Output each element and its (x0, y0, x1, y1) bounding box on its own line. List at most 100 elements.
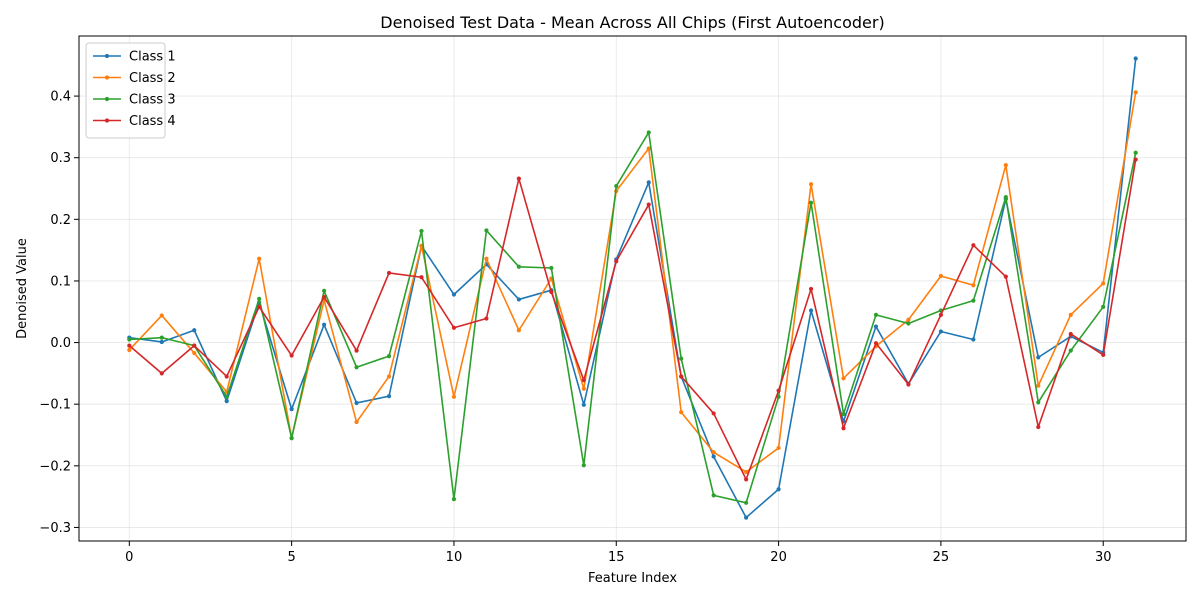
legend-item: Class 3 (93, 93, 176, 108)
data-point (484, 316, 489, 321)
legend-item: Class 4 (93, 114, 176, 129)
data-point (1068, 312, 1073, 317)
data-point (971, 283, 976, 288)
legend-item: Class 2 (93, 71, 176, 86)
data-point (451, 496, 457, 502)
data-point (906, 317, 911, 322)
data-point (841, 411, 846, 417)
data-point (938, 312, 944, 317)
data-point (1133, 90, 1138, 95)
data-point (321, 294, 327, 300)
x-tick-label: 25 (933, 550, 950, 565)
data-point (744, 469, 749, 475)
data-point (1133, 56, 1138, 61)
legend-box (85, 42, 166, 139)
data-point (1101, 352, 1106, 357)
data-point (646, 130, 651, 135)
data-point (711, 411, 716, 416)
data-point (224, 399, 229, 404)
data-point (744, 515, 749, 520)
data-point (386, 374, 392, 379)
data-point (808, 200, 814, 205)
data-point (938, 273, 944, 279)
legend-marker (104, 118, 110, 123)
data-point (1036, 355, 1041, 360)
x-tick-label: 0 (125, 550, 133, 565)
legend: Class 1 Class 2 Class 3 Class 4 (85, 42, 176, 139)
y-axis-label: Denoised Value (15, 238, 30, 339)
data-point (192, 343, 197, 348)
data-point (711, 454, 716, 459)
data-point (354, 419, 359, 425)
series-4 (127, 157, 1138, 482)
data-point (386, 270, 392, 276)
chart-title: Denoised Test Data - Mean Across All Chi… (380, 13, 884, 32)
x-axis-label: Feature Index (588, 571, 677, 586)
data-point (257, 256, 262, 261)
legend-item: Class 1 (93, 50, 176, 65)
data-point (289, 407, 294, 412)
data-point (581, 378, 586, 383)
data-point (873, 312, 879, 317)
series-line (129, 58, 1137, 519)
data-point (451, 325, 457, 330)
legend-marker (104, 96, 110, 102)
data-point (776, 445, 781, 451)
data-point (451, 394, 457, 399)
data-point (1068, 348, 1073, 353)
data-point (614, 259, 619, 264)
y-tick-label: 0.3 (50, 151, 71, 166)
data-point (1133, 157, 1138, 162)
data-point (679, 410, 684, 415)
y-tick-label: 0.2 (50, 213, 71, 228)
data-point (1036, 383, 1041, 388)
data-point (1068, 331, 1073, 337)
data-point (1036, 400, 1041, 405)
data-point (549, 265, 554, 271)
data-point (1133, 150, 1138, 155)
y-tick-label: −0.3 (39, 521, 71, 536)
data-point (971, 337, 976, 342)
data-point (224, 374, 229, 379)
data-point (711, 493, 716, 498)
data-point (1101, 281, 1106, 286)
y-tick-label: 0.0 (50, 336, 71, 351)
data-point (354, 348, 359, 353)
data-point (127, 347, 132, 353)
data-point (776, 388, 781, 393)
data-point (257, 296, 262, 301)
data-point (679, 374, 684, 379)
data-point (451, 292, 457, 297)
data-point (224, 394, 229, 399)
series-3 (127, 130, 1138, 505)
legend-label: Class 1 (129, 50, 176, 65)
data-point (127, 343, 132, 348)
data-point (419, 275, 424, 280)
data-point (873, 341, 879, 346)
legend-marker (104, 75, 110, 80)
data-point (971, 243, 976, 248)
data-point (159, 371, 164, 376)
legend-marker (104, 53, 110, 59)
x-tick-label: 20 (770, 550, 787, 565)
y-tick-label: −0.2 (39, 459, 71, 474)
data-point (516, 297, 521, 302)
data-point (321, 288, 327, 293)
legend-label: Class 4 (129, 114, 176, 129)
data-point (516, 328, 521, 333)
data-point (581, 386, 586, 391)
data-point (906, 382, 911, 387)
data-point (159, 335, 164, 340)
data-point (516, 264, 521, 269)
data-point (841, 426, 846, 431)
data-point (646, 202, 651, 207)
data-point (1003, 274, 1008, 279)
data-point (321, 322, 327, 327)
data-point (159, 339, 164, 345)
series-line (128, 159, 1137, 481)
data-point (646, 180, 651, 185)
data-point (776, 487, 781, 492)
y-tick-label: −0.1 (39, 398, 71, 413)
